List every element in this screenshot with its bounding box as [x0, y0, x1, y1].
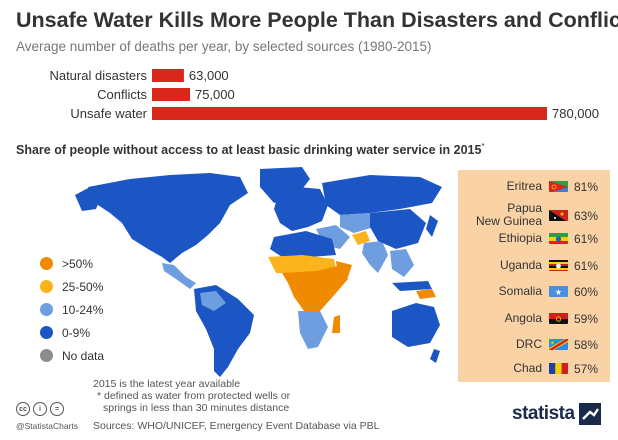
chart-subtitle: Average number of deaths per year, by se…: [16, 39, 432, 54]
map-southeast-asia: [390, 249, 414, 277]
legend-swatch: [40, 303, 53, 316]
map-japan: [426, 215, 438, 237]
bar-chart: Natural disasters 63,000 Conflicts 75,000 Un…: [49, 68, 599, 121]
chad-flag-icon: [549, 362, 568, 374]
legend-swatch: [40, 326, 53, 339]
country-value: 60%: [574, 285, 599, 299]
map-indonesia: [392, 281, 432, 291]
eritrea-flag-icon: [549, 180, 568, 192]
country-name: Angola: [504, 311, 542, 325]
bar-value-natural-disasters: 63,000: [189, 68, 229, 83]
uganda-flag-icon: [549, 259, 568, 271]
world-map: [75, 167, 442, 377]
legend-swatch: [40, 280, 53, 293]
map-horn-of-africa: [336, 261, 352, 277]
sources-text: Sources: WHO/UNICEF, Emergency Event Dat…: [93, 420, 380, 432]
angola-flag-icon: [549, 312, 568, 324]
map-legend: >50% 25-50% 10-24% 0-9% No data: [40, 252, 104, 367]
bar-label-unsafe-water: Unsafe water: [70, 106, 147, 121]
map-india: [362, 241, 388, 273]
country-name: Somalia: [498, 284, 542, 298]
map-papua-new-guinea: [416, 289, 436, 299]
chart-title: Unsafe Water Kills More People Than Disa…: [16, 8, 618, 32]
country-name: DRC: [516, 337, 542, 351]
legend-item-25-50: 25-50%: [40, 275, 104, 298]
map-southern-africa: [298, 311, 328, 349]
country-name: Uganda: [499, 258, 542, 272]
top-countries-panel: Eritrea 81% Papua New Guinea 63% Ethiopi…: [458, 170, 610, 382]
map-russia: [322, 175, 442, 215]
statista-logo[interactable]: statista: [512, 403, 601, 425]
bar-value-unsafe-water: 780,000: [552, 106, 599, 121]
map-north-africa: [270, 231, 336, 257]
social-handle: @StatistaCharts: [16, 421, 79, 431]
map-sahel: [268, 255, 336, 273]
bar-label-natural-disasters: Natural disasters: [49, 68, 147, 83]
country-value: 58%: [574, 338, 599, 352]
legend-item-no-data: No data: [40, 344, 104, 367]
legend-item-10-24: 10-24%: [40, 298, 104, 321]
somalia-flag-icon: [549, 285, 568, 297]
bar-unsafe-water: [152, 107, 547, 120]
bar-natural-disasters: [152, 69, 184, 82]
country-name: Papua New Guinea: [475, 201, 542, 228]
map-madagascar: [332, 315, 340, 333]
papua-new-guinea-flag-icon: [549, 209, 568, 221]
bar-conflicts: [152, 88, 190, 101]
map-title: Share of people without access to at lea…: [16, 142, 485, 158]
map-central-asia: [340, 213, 374, 233]
legend-item-0-9: 0-9%: [40, 321, 104, 344]
country-name: Ethiopia: [498, 231, 542, 245]
brand-wordmark: statista: [512, 403, 575, 424]
legend-item-over-50: >50%: [40, 252, 104, 275]
bar-value-conflicts: 75,000: [195, 87, 235, 102]
statista-mark-icon: [578, 403, 601, 425]
map-alaska: [75, 187, 102, 211]
country-value: 57%: [574, 362, 599, 376]
creative-commons-icon: cc: [16, 402, 30, 416]
country-name: Eritrea: [506, 179, 542, 193]
license-icons: cc i =: [16, 402, 64, 416]
attribution-icon: i: [33, 402, 47, 416]
country-value: 81%: [574, 180, 599, 194]
map-europe: [274, 187, 328, 231]
country-name: Chad: [513, 361, 542, 375]
no-derivatives-icon: =: [50, 402, 64, 416]
legend-swatch: [40, 257, 53, 270]
country-value: 63%: [574, 209, 599, 223]
map-new-zealand: [430, 349, 440, 363]
ethiopia-flag-icon: [549, 232, 568, 244]
drc-flag-icon: [549, 338, 568, 350]
map-central-america: [162, 263, 196, 289]
country-value: 61%: [574, 259, 599, 273]
map-central-africa: [282, 265, 348, 311]
map-north-america: [88, 173, 248, 263]
footnote: 2015 is the latest year available * defi…: [93, 378, 291, 414]
map-south-america-light: [200, 291, 226, 311]
bar-label-conflicts: Conflicts: [97, 87, 147, 102]
country-value: 61%: [574, 232, 599, 246]
country-value: 59%: [574, 312, 599, 326]
legend-swatch: [40, 349, 53, 362]
map-australia: [392, 303, 440, 347]
map-china: [370, 209, 426, 249]
map-afghanistan: [352, 231, 370, 245]
